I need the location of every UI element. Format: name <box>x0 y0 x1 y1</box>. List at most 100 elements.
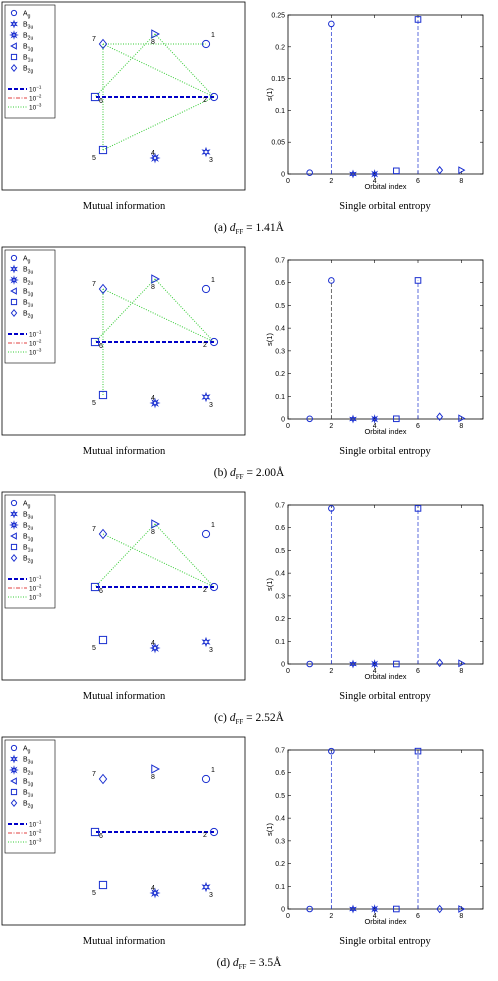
orbital-node-2 <box>209 827 219 837</box>
orbital-label-7: 7 <box>92 526 96 533</box>
panel-d: Ag B3u B2u B1g B1u B2g 10−110−210−3 1 2 3 4 5 6 7 8 Mut… <box>1 736 484 971</box>
orbital-label-7: 7 <box>92 36 96 43</box>
orbital-label-5: 5 <box>92 155 96 162</box>
orbital-label-1: 1 <box>211 32 215 39</box>
legend-symbol-label: B2u <box>23 523 33 532</box>
x-tick-label: 0 <box>286 668 290 675</box>
orbital-label-8: 8 <box>151 774 155 781</box>
y-tick-label: 0.6 <box>275 770 285 777</box>
y-tick-label: 0.3 <box>275 838 285 845</box>
legend: Ag B3u B2u B1g B1u B2g 10−110−210−3 <box>4 4 56 119</box>
y-tick-label: 0.4 <box>275 326 285 333</box>
orbital-label-3: 3 <box>209 402 213 409</box>
star8-icon <box>9 275 19 285</box>
y-tick-label: 0.2 <box>275 371 285 378</box>
orbital-node-1 <box>201 774 211 784</box>
data-point <box>369 904 380 914</box>
legend-symbol-label: B1u <box>23 790 33 799</box>
subfigure-caption: (b) dFF = 2.00Å <box>214 465 285 481</box>
entropy-chart: 0 0.1 0.2 0.3 0.4 0.5 0.6 0.7 0 2 4 6 8 Orbital index… <box>265 258 484 436</box>
orbital-node-7 <box>98 773 108 785</box>
subfigure-caption: (a) dFF = 1.41Å <box>214 220 285 236</box>
data-point <box>414 505 422 512</box>
star8-icon <box>9 765 19 775</box>
orbital-node-1 <box>201 284 211 294</box>
orbital-label-2: 2 <box>203 97 207 104</box>
subfigure-caption: (c) dFF = 2.52Å <box>214 710 285 726</box>
y-tick-label: 0 <box>281 662 285 669</box>
y-axis-label: s(1) <box>265 333 274 346</box>
legend-symbol-label: B2u <box>23 278 33 287</box>
x-tick-label: 8 <box>459 178 463 185</box>
orbital-node-8 <box>151 764 160 774</box>
y-tick-label: 0.2 <box>275 616 285 623</box>
x-tick-label: 2 <box>329 178 333 185</box>
orbital-node-5 <box>98 635 108 645</box>
y-axis-label: s(1) <box>265 578 274 591</box>
data-point <box>306 660 313 668</box>
y-axis-label: s(1) <box>265 823 274 836</box>
data-point <box>436 658 444 668</box>
y-tick-label: 0.7 <box>275 748 285 755</box>
square-icon <box>10 53 18 61</box>
y-tick-label: 0.1 <box>275 108 285 115</box>
x-tick-label: 0 <box>286 178 290 185</box>
y-tick-label: 0.6 <box>275 280 285 287</box>
y-tick-label: 0 <box>281 172 285 179</box>
data-point <box>436 165 444 175</box>
mutual-information-label: Mutual information <box>83 446 166 457</box>
legend-line-label: 10−1 <box>29 85 42 94</box>
orbital-label-2: 2 <box>203 587 207 594</box>
legend-symbol-label: Ag <box>23 746 31 755</box>
orbital-label-8: 8 <box>151 529 155 536</box>
data-point <box>393 415 400 423</box>
diamond-icon <box>10 63 18 73</box>
legend-symbol-label: B3u <box>23 267 33 276</box>
x-tick-label: 6 <box>416 178 420 185</box>
star6-icon <box>10 264 18 274</box>
orbital-node-6 <box>90 92 100 102</box>
star8-icon <box>9 520 19 530</box>
orbital-label-7: 7 <box>92 771 96 778</box>
legend-symbol-label: B2u <box>23 768 33 777</box>
subfigure-caption: (d) dFF = 3.5Å <box>217 955 282 971</box>
data-point <box>458 905 466 913</box>
circle-icon <box>10 254 18 262</box>
orbital-label-4: 4 <box>151 640 155 647</box>
x-tick-label: 0 <box>286 423 290 430</box>
triangle-left-icon <box>10 287 17 295</box>
entropy-chart: 0 0.1 0.2 0.3 0.4 0.5 0.6 0.7 0 2 4 6 8 Orbital index… <box>265 748 484 926</box>
data-point <box>328 20 335 28</box>
orbital-label-1: 1 <box>211 522 215 529</box>
legend-symbol-label: B1u <box>23 545 33 554</box>
diamond-icon <box>10 553 18 563</box>
orbital-node-3 <box>201 391 211 403</box>
data-point <box>369 659 380 669</box>
legend-symbol-label: B1g <box>23 534 33 543</box>
mi-edge-weak <box>154 278 215 343</box>
entropy-label: Single orbital entropy <box>339 201 431 212</box>
orbital-label-3: 3 <box>209 647 213 654</box>
mi-edge-weak <box>154 33 215 98</box>
x-axis-label: Orbital index <box>364 427 406 436</box>
legend-symbol-label: B1g <box>23 289 33 298</box>
y-tick-label: 0.05 <box>271 140 285 147</box>
orbital-node-3 <box>201 881 211 893</box>
data-point <box>393 905 400 913</box>
orbital-label-6: 6 <box>99 833 103 840</box>
data-point <box>393 660 400 668</box>
legend-line-label: 10−1 <box>29 820 42 829</box>
legend-symbol-label: B2g <box>23 311 33 320</box>
legend-symbol-label: B2g <box>23 66 33 75</box>
data-point <box>393 167 400 175</box>
orbital-label-5: 5 <box>92 890 96 897</box>
entropy-plot-frame <box>287 259 484 420</box>
y-axis-label: s(1) <box>265 88 274 101</box>
data-point <box>369 414 380 424</box>
y-tick-label: 0.5 <box>275 303 285 310</box>
legend-symbol-label: Ag <box>23 256 31 265</box>
legend-symbol-label: B2u <box>23 33 33 42</box>
orbital-node-5 <box>98 390 108 400</box>
square-icon <box>10 543 18 551</box>
square-icon <box>10 298 18 306</box>
